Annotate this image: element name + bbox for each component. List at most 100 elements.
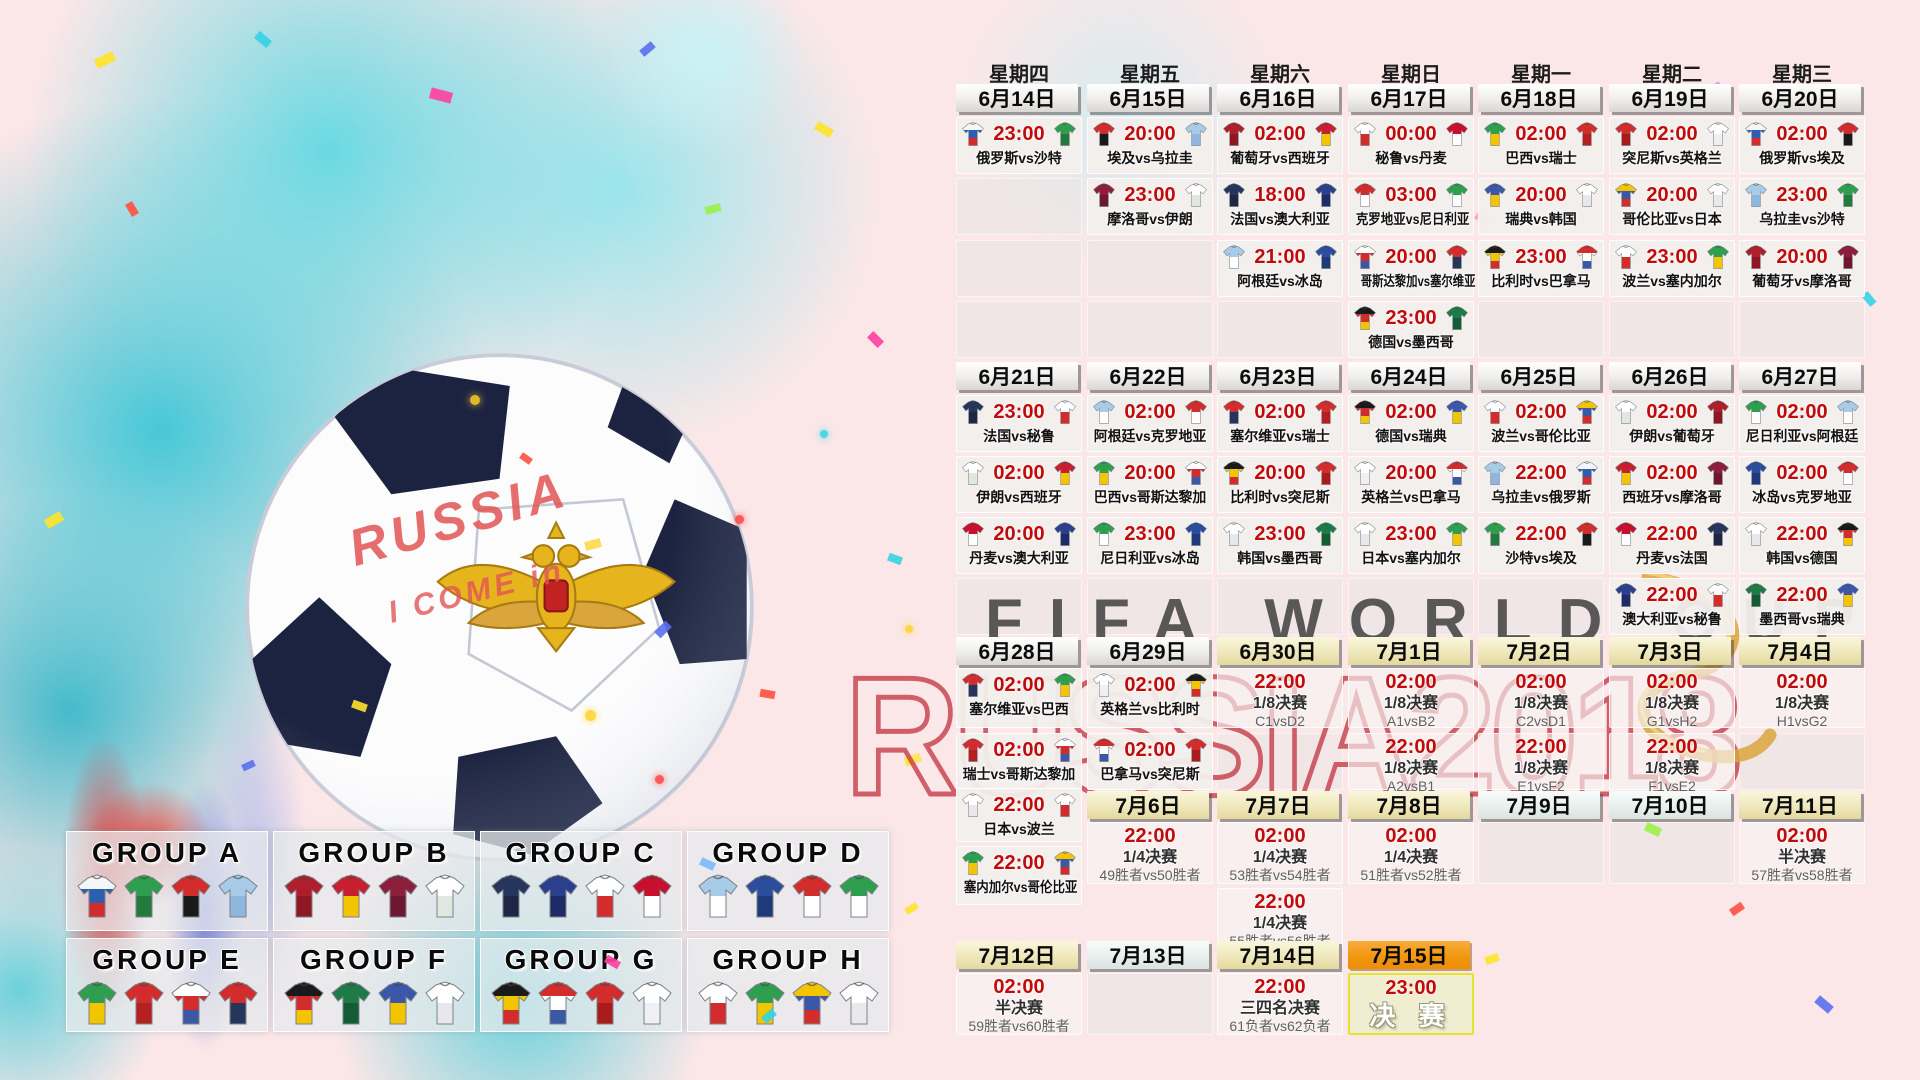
jersey-icon xyxy=(697,874,738,918)
date-cell: 7月7日 xyxy=(1217,791,1339,819)
match-time: 22:00 xyxy=(1515,522,1567,545)
match-cell: 23:00 比利时vs巴拿马 xyxy=(1478,240,1604,297)
jersey-icon xyxy=(1093,522,1115,546)
jersey-icon xyxy=(1484,400,1506,424)
confetti-piece xyxy=(241,759,256,772)
stage-label: 1/8决赛 xyxy=(1383,695,1439,712)
match-time: 22:00 xyxy=(1515,736,1567,758)
jersey-icon xyxy=(1745,183,1767,207)
match-cell: 00:00 秘鲁vs丹麦 xyxy=(1348,117,1474,174)
knockout-cell: 02:00 1/4决赛 51胜者vs52胜者 xyxy=(1348,822,1474,884)
jersey-icon xyxy=(1446,400,1468,424)
knockout-cell: 02:00 半决赛 57胜者vs58胜者 xyxy=(1739,822,1865,884)
jersey-icon xyxy=(1484,245,1506,269)
jersey-icon xyxy=(1745,461,1767,485)
match-time: 20:00 xyxy=(1124,122,1176,145)
jersey-icon xyxy=(1315,245,1337,269)
jersey-icon xyxy=(1615,400,1637,424)
stage-label: 1/4决赛 xyxy=(1122,849,1178,866)
jersey-icon xyxy=(330,981,371,1025)
date-cell: 6月28日 xyxy=(956,637,1078,665)
jersey-icon xyxy=(791,981,832,1025)
match-time: 22:00 xyxy=(1254,891,1306,913)
jersey-icon xyxy=(1484,183,1506,207)
jersey-icon xyxy=(1446,245,1468,269)
confetti-piece xyxy=(584,538,602,551)
match-time: 22:00 xyxy=(993,851,1045,874)
jersey-icon xyxy=(962,851,984,875)
weekday-label: 星期四 xyxy=(989,64,1049,86)
date-cell: 6月17日 xyxy=(1348,84,1470,112)
jersey-icon xyxy=(1093,738,1115,762)
confetti-dot xyxy=(735,515,744,524)
match-time: 02:00 xyxy=(1385,825,1437,847)
match-time: 02:00 xyxy=(1515,122,1567,145)
empty-day-cell xyxy=(1739,301,1865,358)
stage-label: 1/4决赛 xyxy=(1252,849,1308,866)
jersey-icon xyxy=(1707,122,1729,146)
jersey-icon xyxy=(123,981,164,1025)
group-box: GROUP F xyxy=(273,938,475,1032)
jersey-icon xyxy=(1093,461,1115,485)
jersey-icon xyxy=(1745,583,1767,607)
match-cell: 02:00 伊朗vs葡萄牙 xyxy=(1609,395,1735,452)
date-cell: 7月6日 xyxy=(1087,791,1209,819)
bracket-label: C2vsD1 xyxy=(1516,713,1566,729)
match-cell: 22:00 乌拉圭vs俄罗斯 xyxy=(1478,456,1604,513)
group-box: GROUP C xyxy=(480,831,682,931)
jersey-icon xyxy=(791,874,832,918)
date-cell: 6月20日 xyxy=(1739,84,1861,112)
match-cell: 22:00 丹麦vs法国 xyxy=(1609,517,1735,574)
match-time: 02:00 xyxy=(1776,461,1828,484)
match-teams: 墨西哥vs瑞典 xyxy=(1759,611,1845,627)
date-cell: 6月16日 xyxy=(1217,84,1339,112)
bracket-label: 57胜者vs58胜者 xyxy=(1751,867,1853,883)
match-teams: 瑞典vs韩国 xyxy=(1505,211,1577,227)
jersey-icon xyxy=(1576,245,1598,269)
bracket-label: 53胜者vs54胜者 xyxy=(1229,867,1331,883)
match-teams: 塞内加尔vs哥伦比亚 xyxy=(963,879,1078,895)
match-teams: 日本vs波兰 xyxy=(983,821,1055,837)
jersey-icon xyxy=(1837,400,1859,424)
match-cell: 18:00 法国vs澳大利亚 xyxy=(1217,178,1343,235)
jersey-icon xyxy=(1185,673,1207,697)
stage-label: 1/8决赛 xyxy=(1383,760,1439,777)
match-cell: 02:00 塞尔维亚vs巴西 xyxy=(956,668,1082,728)
jersey-icon xyxy=(838,874,879,918)
match-cell: 20:00 哥伦比亚vs日本 xyxy=(1609,178,1735,235)
jersey-icon xyxy=(1354,245,1376,269)
knockout-cell: 22:00 1/8决赛 E1vsF2 xyxy=(1478,733,1604,794)
jersey-icon xyxy=(1315,461,1337,485)
jersey-icon xyxy=(1054,851,1076,875)
group-box: GROUP H xyxy=(687,938,889,1032)
date-cell: 7月3日 xyxy=(1609,637,1731,665)
knockout-cell: 02:00 1/8决赛 A1vsB2 xyxy=(1348,668,1474,729)
jersey-icon xyxy=(283,874,324,918)
bracket-label: 59胜者vs60胜者 xyxy=(968,1018,1070,1034)
match-teams: 塞尔维亚vs巴西 xyxy=(969,701,1069,717)
jersey-icon xyxy=(1223,522,1245,546)
group-title: GROUP G xyxy=(504,944,658,975)
match-time: 23:00 xyxy=(1385,306,1437,329)
date-cell: 7月10日 xyxy=(1609,791,1731,819)
stage-label: 半决赛 xyxy=(994,1000,1043,1017)
match-teams: 英格兰vs比利时 xyxy=(1100,701,1200,717)
match-time: 23:00 xyxy=(1254,522,1306,545)
date-cell: 7月4日 xyxy=(1739,637,1861,665)
jersey-icon xyxy=(1354,400,1376,424)
match-cell: 20:00 埃及vs乌拉圭 xyxy=(1087,117,1213,174)
confetti-piece xyxy=(704,203,722,215)
group-box: GROUP D xyxy=(687,831,889,931)
stage-label: 决 赛 xyxy=(1369,1001,1453,1031)
confetti-piece xyxy=(639,41,656,57)
jersey-icon xyxy=(838,981,879,1025)
match-time: 22:00 xyxy=(1776,583,1828,606)
jersey-icon xyxy=(1054,673,1076,697)
match-teams: 克罗地亚vs尼日利亚 xyxy=(1355,211,1470,227)
match-time: 20:00 xyxy=(993,522,1045,545)
jersey-icon xyxy=(1745,245,1767,269)
jersey-icon xyxy=(744,874,785,918)
jersey-icon xyxy=(1837,122,1859,146)
match-cell: 23:00 波兰vs塞内加尔 xyxy=(1609,240,1735,297)
jersey-icon xyxy=(1185,122,1207,146)
